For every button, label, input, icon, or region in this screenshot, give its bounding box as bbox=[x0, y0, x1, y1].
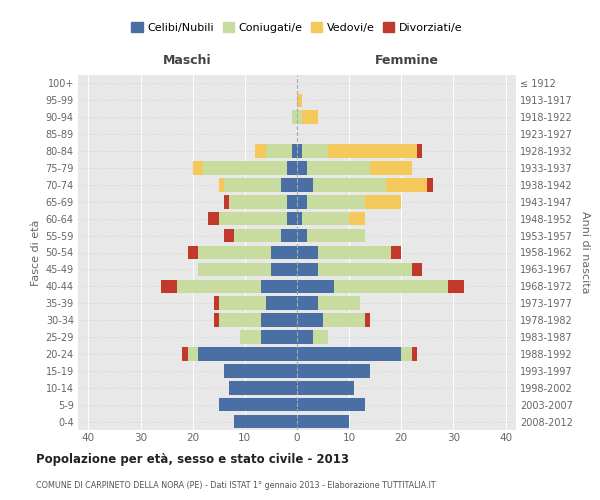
Bar bbox=[313, 178, 386, 192]
Bar bbox=[427, 178, 433, 192]
Bar bbox=[412, 347, 417, 360]
Bar bbox=[229, 381, 297, 394]
Y-axis label: Anni di nascita: Anni di nascita bbox=[580, 211, 590, 294]
Bar bbox=[297, 178, 313, 192]
Bar bbox=[198, 262, 271, 276]
Bar bbox=[370, 161, 412, 174]
Bar bbox=[198, 347, 297, 360]
Bar bbox=[292, 110, 297, 124]
Bar bbox=[219, 178, 224, 192]
Bar bbox=[188, 246, 198, 260]
Bar bbox=[297, 381, 355, 394]
Bar bbox=[297, 347, 401, 360]
Bar bbox=[281, 229, 297, 242]
Bar bbox=[235, 415, 297, 428]
Bar bbox=[239, 330, 260, 344]
Bar bbox=[281, 178, 297, 192]
Bar bbox=[365, 195, 401, 208]
Bar bbox=[297, 94, 302, 107]
Bar bbox=[302, 212, 349, 226]
Bar bbox=[224, 229, 235, 242]
Bar bbox=[297, 280, 334, 293]
Bar bbox=[193, 161, 203, 174]
Bar bbox=[208, 212, 219, 226]
Bar bbox=[235, 229, 281, 242]
Bar bbox=[271, 262, 297, 276]
Y-axis label: Fasce di età: Fasce di età bbox=[31, 220, 41, 286]
Bar bbox=[334, 280, 448, 293]
Bar bbox=[297, 212, 302, 226]
Bar bbox=[318, 296, 359, 310]
Text: Maschi: Maschi bbox=[163, 54, 212, 66]
Bar bbox=[297, 262, 318, 276]
Bar bbox=[349, 212, 365, 226]
Bar bbox=[271, 246, 297, 260]
Bar bbox=[224, 364, 297, 378]
Bar bbox=[182, 347, 187, 360]
Legend: Celibi/Nubili, Coniugati/e, Vedovi/e, Divorziati/e: Celibi/Nubili, Coniugati/e, Vedovi/e, Di… bbox=[129, 20, 465, 35]
Bar bbox=[417, 144, 422, 158]
Bar bbox=[287, 195, 297, 208]
Bar bbox=[297, 161, 307, 174]
Bar bbox=[448, 280, 464, 293]
Bar bbox=[214, 314, 219, 327]
Bar bbox=[224, 195, 229, 208]
Bar bbox=[266, 296, 297, 310]
Bar bbox=[365, 314, 370, 327]
Bar bbox=[318, 262, 412, 276]
Bar bbox=[219, 212, 287, 226]
Bar bbox=[177, 280, 260, 293]
Bar bbox=[260, 314, 297, 327]
Bar bbox=[219, 398, 297, 411]
Bar bbox=[297, 195, 307, 208]
Bar bbox=[391, 246, 401, 260]
Bar bbox=[292, 144, 297, 158]
Bar bbox=[323, 314, 365, 327]
Bar bbox=[255, 144, 266, 158]
Bar bbox=[219, 314, 260, 327]
Bar bbox=[297, 110, 302, 124]
Bar bbox=[287, 161, 297, 174]
Bar bbox=[318, 246, 391, 260]
Bar bbox=[188, 347, 198, 360]
Text: Femmine: Femmine bbox=[374, 54, 439, 66]
Bar bbox=[219, 296, 266, 310]
Bar bbox=[266, 144, 292, 158]
Bar bbox=[161, 280, 177, 293]
Text: Popolazione per età, sesso e stato civile - 2013: Popolazione per età, sesso e stato civil… bbox=[36, 452, 349, 466]
Bar bbox=[297, 415, 349, 428]
Bar bbox=[297, 296, 318, 310]
Bar bbox=[412, 262, 422, 276]
Bar bbox=[297, 144, 302, 158]
Bar bbox=[307, 195, 365, 208]
Bar bbox=[307, 229, 365, 242]
Bar bbox=[260, 330, 297, 344]
Bar bbox=[313, 330, 328, 344]
Bar bbox=[297, 330, 313, 344]
Bar bbox=[297, 314, 323, 327]
Bar bbox=[302, 144, 328, 158]
Bar bbox=[307, 161, 370, 174]
Bar bbox=[297, 229, 307, 242]
Bar bbox=[297, 398, 365, 411]
Bar bbox=[198, 246, 271, 260]
Bar bbox=[229, 195, 287, 208]
Bar bbox=[203, 161, 287, 174]
Bar bbox=[302, 110, 318, 124]
Bar bbox=[224, 178, 281, 192]
Bar bbox=[297, 364, 370, 378]
Bar bbox=[328, 144, 417, 158]
Bar bbox=[297, 246, 318, 260]
Bar bbox=[287, 212, 297, 226]
Bar bbox=[260, 280, 297, 293]
Bar bbox=[386, 178, 427, 192]
Bar bbox=[401, 347, 412, 360]
Bar bbox=[214, 296, 219, 310]
Text: COMUNE DI CARPINETO DELLA NORA (PE) - Dati ISTAT 1° gennaio 2013 - Elaborazione : COMUNE DI CARPINETO DELLA NORA (PE) - Da… bbox=[36, 480, 436, 490]
